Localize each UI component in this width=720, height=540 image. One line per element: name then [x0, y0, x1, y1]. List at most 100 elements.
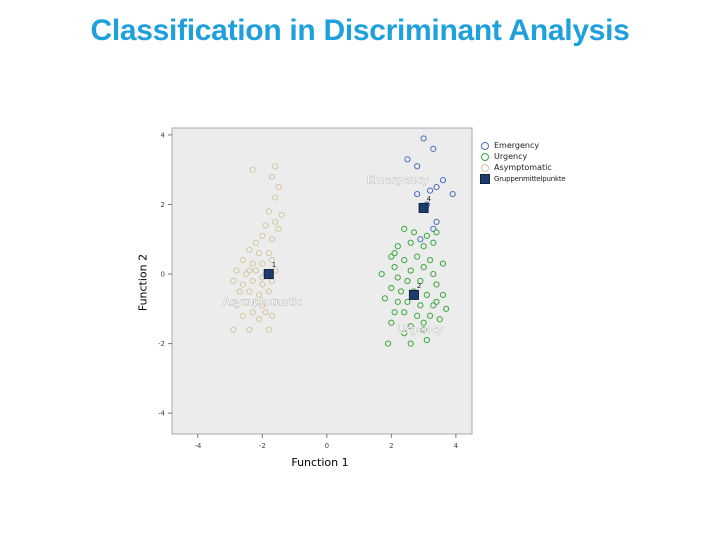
data-point-urgency [430, 302, 437, 309]
data-point-emergency [414, 163, 421, 170]
data-point-asymptomatic [239, 281, 247, 288]
data-point-asymptomatic [265, 250, 272, 257]
data-point-asymptomatic [249, 166, 256, 173]
data-point-asymptomatic [275, 184, 282, 191]
centroid-label: 4 [427, 195, 432, 203]
data-point-asymptomatic [255, 291, 263, 299]
data-point-emergency [433, 184, 440, 191]
data-point-urgency [420, 243, 427, 250]
data-point-urgency [420, 319, 427, 326]
data-point-asymptomatic [246, 267, 253, 274]
data-point-urgency [394, 243, 401, 250]
data-point-urgency [388, 319, 395, 326]
data-point-urgency [391, 309, 398, 316]
data-point-urgency [391, 250, 398, 257]
data-point-asymptomatic [265, 326, 272, 333]
y-tick-label: 2 [161, 201, 165, 209]
data-point-emergency [420, 135, 427, 142]
data-point-urgency [433, 281, 440, 288]
y-tick-label: -2 [158, 340, 165, 348]
data-point-asymptomatic [246, 326, 253, 333]
data-point-asymptomatic [252, 267, 259, 274]
chart-legend: Emergency Urgency Asymptomatic Gruppenmitte… [480, 140, 580, 184]
data-point-emergency [430, 225, 437, 232]
data-point-asymptomatic [265, 288, 272, 295]
data-point-urgency [397, 288, 405, 295]
data-point-asymptomatic [278, 211, 285, 219]
data-point-asymptomatic [272, 218, 279, 225]
data-point-asymptomatic [249, 260, 256, 267]
y-tick-label: 4 [161, 131, 166, 139]
data-point-asymptomatic [259, 281, 266, 288]
data-point-urgency [407, 323, 414, 330]
data-point-asymptomatic [239, 257, 247, 264]
data-point-emergency [433, 218, 440, 225]
data-point-urgency [414, 312, 421, 319]
data-point-urgency [407, 340, 414, 347]
data-point-urgency [430, 239, 437, 246]
y-tick-label: 0 [161, 271, 165, 279]
data-point-emergency [426, 187, 434, 194]
data-point-asymptomatic [259, 260, 266, 267]
data-point-urgency [404, 298, 411, 305]
data-point-urgency [394, 274, 401, 281]
legend-item: Asymptomatic [480, 162, 580, 173]
plot-area [171, 127, 473, 435]
data-point-asymptomatic [272, 298, 279, 305]
data-point-urgency [410, 229, 418, 236]
circle-marker-icon [480, 141, 490, 150]
y-axis-label: Function 2 [136, 253, 150, 312]
data-point-emergency [414, 190, 421, 198]
group-annotations: Emergency Asymptomatic Urgency [222, 173, 444, 336]
legend-item: Gruppenmittelpunkte [480, 173, 580, 184]
data-point-asymptomatic [243, 298, 250, 305]
data-point-urgency [426, 257, 434, 264]
y-tick-label: -4 [158, 410, 166, 418]
data-point-urgency [433, 229, 440, 236]
data-point-urgency [388, 253, 395, 260]
x-tick-label: 0 [325, 442, 329, 450]
data-point-emergency [430, 145, 437, 152]
data-point-asymptomatic [268, 236, 276, 243]
axes: -4 -2 0 2 4 4 2 0 -2 -4 [158, 131, 459, 450]
data-point-urgency [423, 232, 430, 239]
data-point-urgency [443, 305, 450, 312]
data-point-asymptomatic [243, 270, 250, 278]
centroid-square-icon [480, 173, 490, 184]
group-centroid-marker [408, 289, 419, 300]
data-point-asymptomatic [249, 277, 256, 285]
x-tick-label: 4 [454, 442, 459, 450]
data-point-asymptomatic [255, 316, 263, 323]
data-point-urgency [385, 340, 392, 347]
data-point-urgency [417, 277, 424, 285]
data-point-urgency [417, 302, 424, 309]
data-point-urgency [426, 312, 434, 319]
data-point-urgency [401, 257, 408, 264]
data-point-asymptomatic [236, 288, 243, 295]
data-point-urgency [436, 316, 443, 323]
x-tick-label: -4 [194, 442, 202, 450]
centroid-label: 1 [272, 261, 276, 269]
data-point-urgency [378, 270, 385, 278]
data-point-asymptomatic [259, 232, 266, 239]
x-tick-label: 2 [389, 442, 393, 450]
data-point-urgency [407, 239, 414, 246]
data-point-asymptomatic [272, 194, 279, 201]
data-point-asymptomatic [265, 208, 272, 215]
data-point-urgency [423, 337, 430, 344]
x-tick-label: -2 [259, 442, 266, 450]
data-point-asymptomatic [252, 239, 259, 246]
data-point-urgency [381, 295, 389, 302]
data-point-asymptomatic [262, 309, 269, 316]
data-point-asymptomatic [246, 246, 253, 253]
data-point-asymptomatic [255, 250, 263, 257]
group-centroid-marker [418, 202, 429, 213]
data-point-urgency [433, 298, 440, 305]
data-point-asymptomatic [268, 312, 276, 319]
data-point-asymptomatic [230, 326, 237, 333]
data-point-asymptomatic [272, 163, 279, 170]
data-points: 4 1 2 [230, 135, 456, 347]
circle-marker-icon [480, 152, 490, 161]
data-point-emergency [439, 177, 447, 184]
